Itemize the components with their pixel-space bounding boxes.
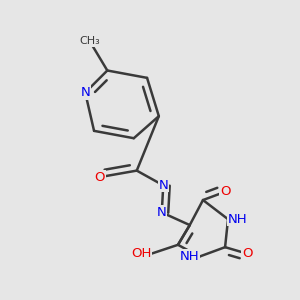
Text: N: N — [157, 206, 167, 219]
Text: O: O — [95, 171, 105, 184]
Text: O: O — [242, 247, 252, 260]
Text: NH: NH — [180, 250, 200, 263]
Text: NH: NH — [228, 213, 248, 226]
Text: CH₃: CH₃ — [79, 36, 100, 46]
Text: N: N — [158, 179, 168, 192]
Text: OH: OH — [131, 247, 152, 260]
Text: O: O — [220, 185, 230, 198]
Text: N: N — [80, 86, 90, 99]
